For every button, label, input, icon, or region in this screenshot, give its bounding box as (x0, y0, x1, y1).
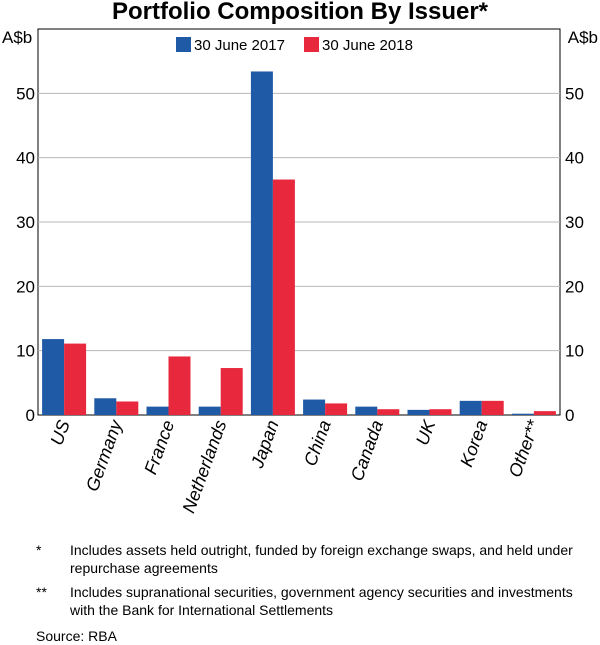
y-axis-unit-left: A$b (2, 28, 32, 47)
x-tick-label-germany: Germany (82, 417, 126, 494)
axis-ticks: 0 0 10 10 20 20 30 30 40 40 50 50 (16, 84, 584, 425)
y-tick-left-10: 10 (16, 342, 35, 361)
footnote-2: ** Includes supranational securities, go… (36, 583, 576, 619)
y-axis-unit-right: A$b (568, 28, 598, 47)
x-tick-label-france: France (140, 418, 178, 477)
legend-label-1: 30 June 2017 (194, 37, 285, 54)
bar-germany-2017 (94, 398, 117, 415)
footnote-2-text: Includes supranational securities, gover… (70, 584, 573, 618)
category-labels: US Germany France Netherlands Japan China Cana… (47, 417, 544, 516)
legend-label-2: 30 June 2018 (322, 37, 413, 54)
chart-title: Portfolio Composition By Issuer* (112, 0, 489, 25)
bar-france-2017 (146, 406, 169, 415)
x-tick-label-netherlands: Netherlands (178, 418, 230, 516)
bar-korea-2018 (481, 400, 504, 415)
legend: 30 June 2017 30 June 2018 (176, 37, 413, 54)
y-tick-left-30: 30 (16, 213, 35, 232)
bar-japan-2018 (272, 179, 295, 415)
bar-other-2017 (511, 413, 534, 415)
bar-china-2018 (325, 403, 348, 415)
bar-us-2018 (64, 343, 87, 415)
bars (42, 71, 556, 416)
x-tick-label-korea: Korea (456, 418, 491, 470)
bar-korea-2017 (459, 400, 482, 415)
y-tick-right-50: 50 (565, 84, 584, 103)
y-tick-right-40: 40 (565, 149, 584, 168)
y-tick-left-20: 20 (16, 277, 35, 296)
x-tick-label-japan: Japan (247, 418, 283, 472)
y-tick-left-40: 40 (16, 149, 35, 168)
bar-uk-2017 (407, 409, 430, 415)
bar-france-2018 (168, 356, 191, 415)
legend-swatch-1 (176, 37, 191, 52)
y-tick-right-20: 20 (565, 277, 584, 296)
y-tick-right-30: 30 (565, 213, 584, 232)
y-tick-left-50: 50 (16, 84, 35, 103)
gridlines (38, 92, 560, 352)
footnote-2-mark: ** (36, 584, 47, 600)
source-note: Source: RBA (36, 628, 117, 644)
bar-japan-2017 (250, 71, 273, 416)
x-tick-label-uk: UK (412, 417, 440, 448)
x-tick-label-china: China (300, 418, 335, 469)
footnote-1-text: Includes assets held outright, funded by… (70, 542, 573, 576)
bar-netherlands-2018 (220, 368, 243, 415)
footnotes: * Includes assets held outright, funded … (36, 541, 576, 645)
bar-other-2018 (533, 411, 556, 415)
bar-netherlands-2017 (198, 406, 221, 415)
bar-canada-2017 (355, 406, 378, 415)
bar-chart: Portfolio Composition By Issuer* 0 0 10 10 2… (2, 0, 598, 516)
bar-uk-2018 (429, 409, 452, 415)
legend-swatch-2 (304, 37, 319, 52)
footnote-1: * Includes assets held outright, funded … (36, 541, 576, 577)
bar-germany-2018 (116, 401, 139, 415)
footnote-1-mark: * (36, 542, 42, 558)
x-tick-label-us: US (47, 418, 74, 448)
bar-canada-2018 (377, 409, 400, 415)
x-tick-label-canada: Canada (347, 418, 387, 484)
bar-us-2017 (42, 339, 65, 415)
bar-china-2017 (303, 399, 326, 415)
y-tick-right-0: 0 (565, 406, 574, 425)
x-tick-label-other: Other** (505, 417, 544, 480)
y-tick-right-10: 10 (565, 342, 584, 361)
y-tick-left-0: 0 (26, 406, 35, 425)
